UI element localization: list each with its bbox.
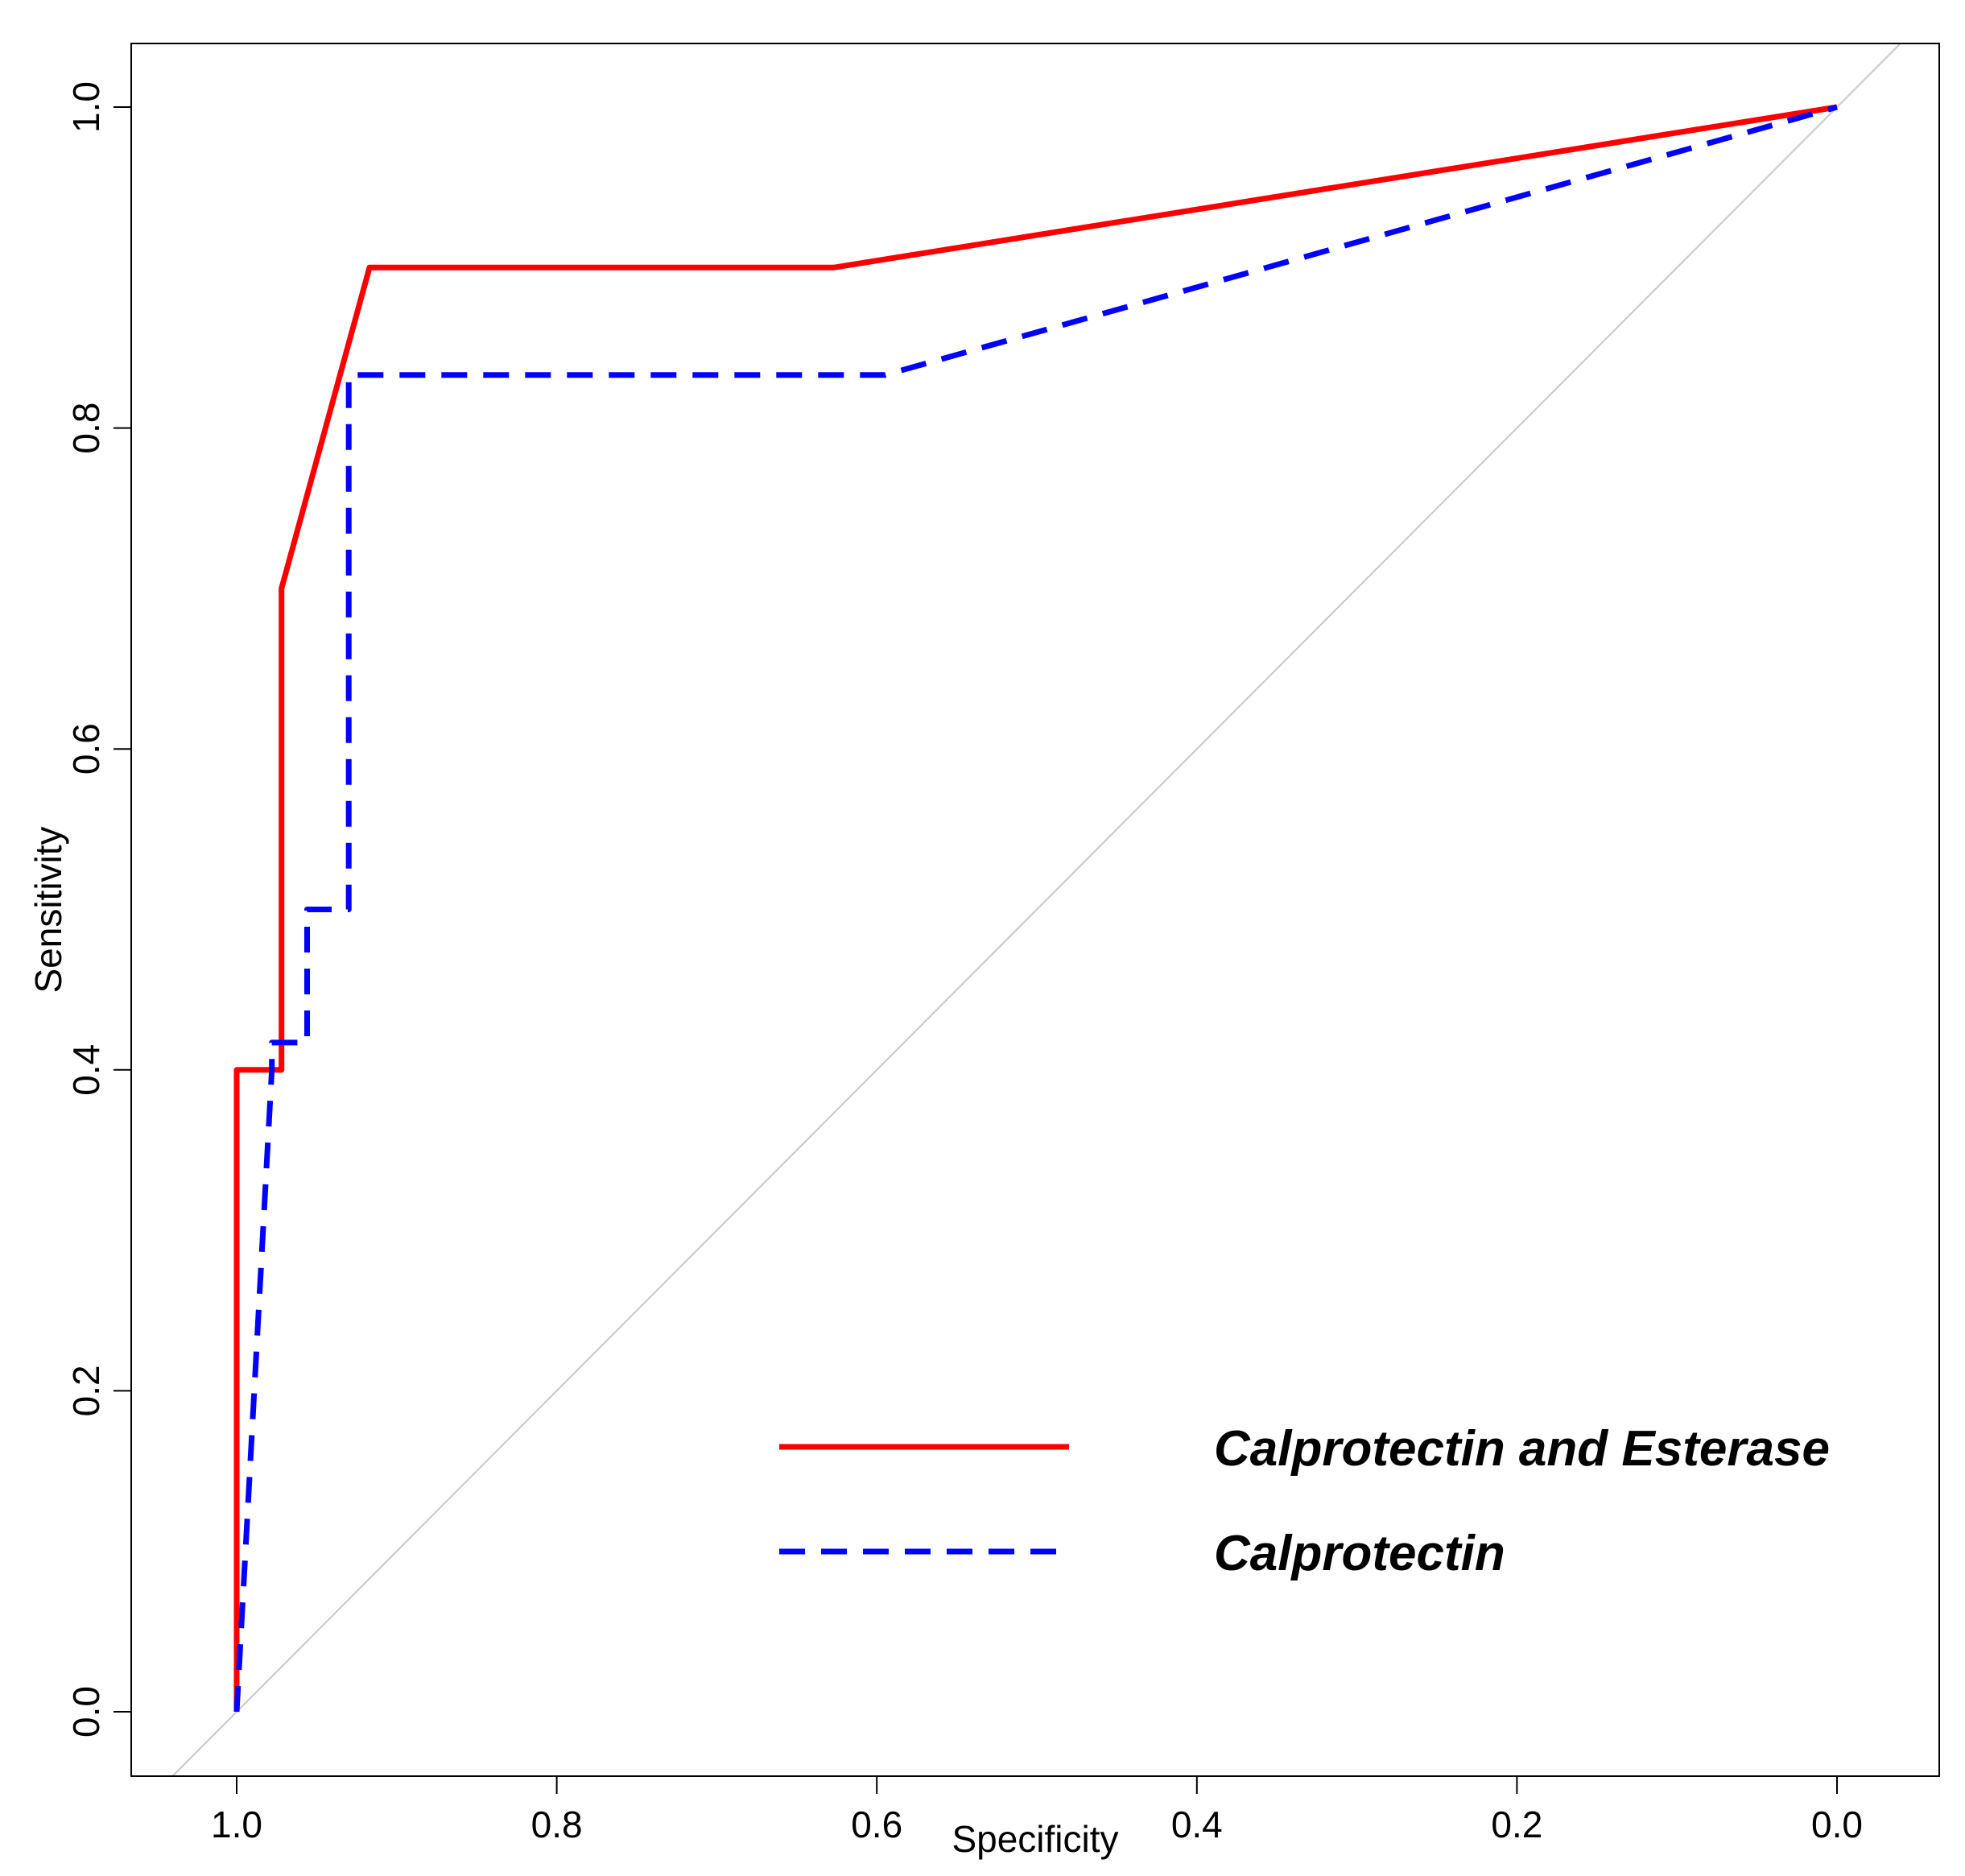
x-tick-label: 1.0 bbox=[211, 1804, 262, 1845]
y-tick-label: 1.0 bbox=[65, 81, 107, 133]
y-tick-label: 0.6 bbox=[65, 723, 107, 775]
x-tick-label: 0.4 bbox=[1171, 1804, 1223, 1845]
series-line-calprotectin bbox=[233, 104, 1838, 1713]
legend-label-calprotectin-and-esterase: Calprotectin and Esterase bbox=[1214, 1421, 1830, 1477]
y-tick-label: 0.2 bbox=[65, 1365, 107, 1416]
x-axis-label: Specificity bbox=[952, 1818, 1118, 1860]
x-tick-label: 0.0 bbox=[1811, 1804, 1863, 1845]
y-axis-label: Sensitivity bbox=[27, 826, 69, 993]
legend-label-calprotectin: Calprotectin bbox=[1214, 1526, 1505, 1581]
x-tick-label: 0.8 bbox=[531, 1804, 583, 1845]
reference-diagonal-line bbox=[171, 43, 1901, 1777]
y-tick-label: 0.0 bbox=[65, 1686, 107, 1738]
x-tick-label: 0.6 bbox=[851, 1804, 902, 1845]
y-tick-label: 0.8 bbox=[65, 403, 107, 454]
x-tick-label: 0.2 bbox=[1491, 1804, 1542, 1845]
legend: Calprotectin and Esterase Calprotectin bbox=[779, 1421, 1830, 1581]
plot-frame bbox=[130, 43, 1940, 1777]
series-line-calprotectin-and-esterase bbox=[233, 104, 1838, 1712]
y-tick-label: 0.4 bbox=[65, 1044, 107, 1096]
